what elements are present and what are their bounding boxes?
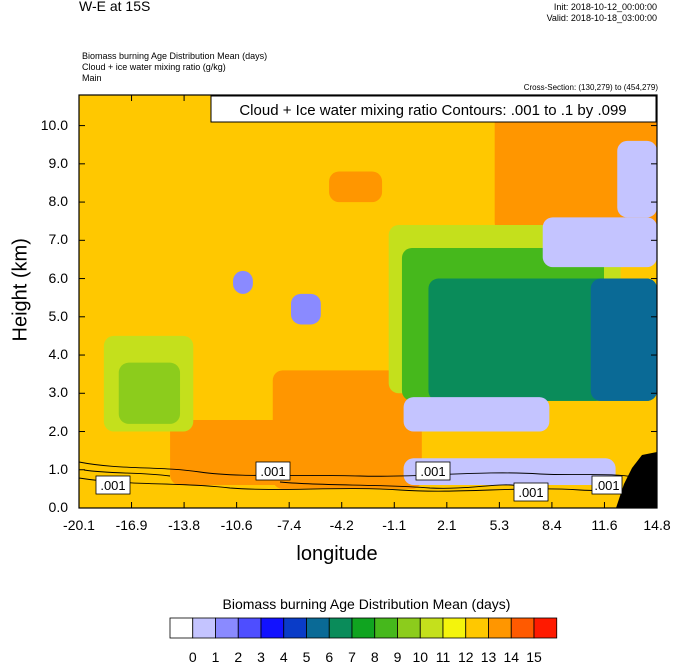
field-legend-line-3: Main	[82, 73, 102, 83]
colorbar-swatch	[169, 617, 194, 639]
x-tick-label: -20.1	[63, 517, 95, 533]
y-tick-label: 10.0	[40, 116, 68, 133]
colorbar-swatch	[328, 617, 353, 639]
plot-title: W-E at 15S	[79, 0, 151, 14]
colorbar-swatch	[488, 617, 512, 639]
valid-time: Valid: 2018-10-18_03:00:00	[546, 13, 657, 23]
init-time: Init: 2018-10-12_00:00:00	[553, 2, 657, 12]
colorbar-swatch	[260, 617, 285, 639]
y-tick-label: 6.0	[48, 269, 68, 286]
colorbar-title: Biomass burning Age Distribution Mean (d…	[222, 596, 511, 612]
x-tick-label: 11.6	[591, 517, 618, 533]
svg-text:.001: .001	[100, 478, 125, 493]
field-region	[542, 217, 657, 268]
y-tick-label: 8.0	[48, 193, 68, 210]
contour-label: .001	[255, 461, 291, 481]
x-tick-label: -4.2	[329, 517, 354, 533]
colorbar-tick-label: 5	[302, 649, 311, 665]
colorbar-tick-label: 0	[188, 649, 197, 665]
colorbar-tick-label: 7	[348, 649, 356, 665]
field-region	[617, 140, 657, 218]
x-tick-label: 14.8	[643, 517, 671, 533]
colorbar-swatch	[419, 617, 444, 639]
heatmap-field	[79, 95, 657, 508]
svg-text:.001: .001	[594, 478, 619, 493]
field-region	[403, 458, 616, 486]
x-tick-label: -13.8	[168, 517, 201, 533]
field-region	[118, 362, 181, 424]
y-tick-label: 5.0	[48, 307, 68, 324]
terrain	[616, 452, 657, 508]
y-tick-label: 1.0	[48, 460, 68, 477]
svg-text:.001: .001	[260, 464, 285, 479]
colorbar-swatch	[465, 617, 489, 639]
colorbar-swatch	[397, 617, 421, 639]
x-tick-label: -1.1	[382, 517, 407, 533]
contour-label: .001	[513, 482, 549, 502]
x-axis-label: longitude	[296, 543, 378, 565]
x-tick-label: 2.1	[437, 517, 457, 533]
x-tick-label: -10.6	[220, 517, 253, 533]
svg-text:.001: .001	[518, 485, 543, 500]
colorbar-swatch	[192, 617, 216, 639]
colorbar-swatch	[510, 617, 535, 639]
x-tick-label: 5.3	[489, 517, 510, 533]
colorbar-swatch	[351, 617, 376, 639]
y-tick-label: 4.0	[48, 346, 68, 363]
contour-label: .001	[95, 475, 131, 495]
field-region	[290, 293, 321, 325]
y-tick-label: 2.0	[48, 422, 68, 439]
colorbar-tick-label: 10	[412, 649, 429, 665]
colorbar-tick-label: 15	[526, 649, 542, 665]
colorbar-tick-label: 14	[503, 649, 520, 665]
colorbar-tick-label: 4	[279, 649, 288, 665]
colorbar-swatch	[306, 617, 330, 639]
colorbar-swatch	[442, 617, 467, 639]
field-region	[272, 370, 422, 489]
y-tick-label: 0.0	[48, 499, 68, 515]
colorbar-swatch	[533, 617, 558, 639]
y-tick-label: 3.0	[48, 384, 68, 401]
field-legend-line-1: Biomass burning Age Distribution Mean (d…	[82, 51, 268, 61]
y-tick-label: 7.0	[48, 231, 68, 248]
colorbar-tick-label: 12	[457, 649, 474, 665]
field-region	[494, 95, 657, 233]
contour-label: .001	[415, 461, 451, 481]
contour-label: .001	[591, 475, 623, 495]
colorbar-tick-label: 1	[211, 649, 220, 665]
contour-info-box: Cloud + Ice water mixing ratio Contours:…	[210, 95, 657, 123]
colorbar-tick-label: 8	[370, 649, 379, 665]
field-region	[329, 171, 383, 203]
field-region	[403, 397, 550, 432]
plot-frame	[78, 94, 658, 509]
colorbar-tick-label: 6	[325, 649, 334, 665]
contour-info-text: Cloud + Ice water mixing ratio Contours:…	[239, 102, 626, 119]
colorbar-swatch	[237, 617, 262, 639]
colorbar-tick-label: 9	[393, 649, 402, 665]
x-tick-label: -7.4	[277, 517, 302, 533]
field-region	[590, 278, 657, 401]
colorbar	[169, 617, 558, 639]
x-tick-label: 8.4	[542, 517, 562, 533]
colorbar-tick-label: 11	[435, 649, 451, 665]
colorbar-swatch	[283, 617, 307, 639]
cross-section-label: Cross-Section: (130,279) to (454,279)	[523, 83, 658, 92]
colorbar-swatch	[215, 617, 239, 639]
colorbar-tick-label: 13	[480, 649, 497, 665]
contour-lines	[78, 461, 658, 493]
colorbar-tick-label: 2	[234, 649, 243, 665]
x-tick-label: -16.9	[115, 517, 148, 533]
field-region	[233, 270, 253, 294]
colorbar-swatch	[374, 617, 398, 639]
svg-text:.001: .001	[420, 464, 445, 479]
colorbar-tick-label: 3	[257, 649, 265, 665]
y-tick-label: 9.0	[48, 154, 68, 171]
field-legend-line-2: Cloud + ice water mixing ratio (g/kg)	[82, 62, 226, 72]
y-axis-label: Height (km)	[9, 238, 32, 342]
